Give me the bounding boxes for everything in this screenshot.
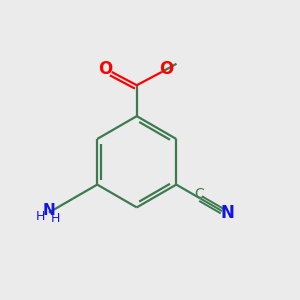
- Text: N: N: [42, 203, 55, 218]
- Text: N: N: [220, 204, 234, 222]
- Text: O: O: [159, 60, 173, 78]
- Text: C: C: [194, 187, 204, 201]
- Text: H: H: [36, 210, 45, 223]
- Text: O: O: [98, 60, 112, 78]
- Text: H: H: [51, 212, 60, 225]
